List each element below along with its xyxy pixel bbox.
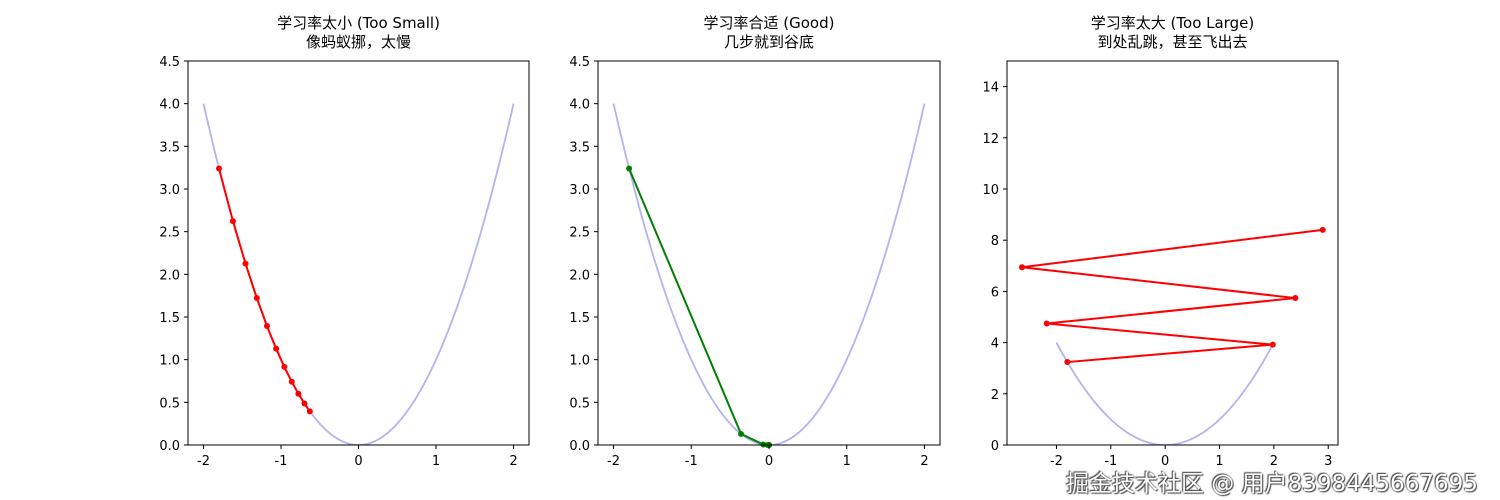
descent-point [229, 218, 236, 225]
y-tick-label: 1.0 [569, 354, 590, 369]
descent-point [242, 260, 249, 267]
y-tick-label: 4.5 [159, 55, 180, 70]
y-tick-label: 4.0 [569, 98, 590, 113]
loss-curve [1055, 342, 1275, 445]
axes-frame [597, 60, 941, 446]
x-tick-label: 0 [765, 454, 773, 469]
y-tick-label: 2.5 [159, 226, 180, 241]
x-tick-label: 1 [1215, 454, 1223, 469]
y-tick-label: 2.0 [569, 268, 590, 283]
x-tick-label: 1 [432, 454, 440, 469]
y-tick-label: 0.0 [159, 439, 180, 454]
descent-path-line [1021, 228, 1323, 364]
descent-point [1018, 264, 1025, 271]
x-tick-label: 2 [509, 454, 517, 469]
x-tick-label: -2 [1050, 454, 1063, 469]
x-tick-label: 1 [843, 454, 851, 469]
chart-title: 学习率太大 (Too Large) [1091, 14, 1254, 32]
y-tick-label: 10 [982, 183, 999, 198]
y-tick-label: 4.5 [569, 55, 590, 70]
descent-point [301, 400, 308, 407]
descent-point [1043, 320, 1050, 327]
watermark: 掘金技术社区 @ 用户8398445667695 [1066, 471, 1478, 497]
y-tick-label: 1.0 [159, 354, 180, 369]
x-tick-label: 0 [1161, 454, 1169, 469]
chart-subtitle: 到处乱跳，甚至飞出去 [1097, 33, 1247, 51]
y-tick-label: 1.5 [159, 311, 180, 326]
chart-title: 学习率合适 (Good) [704, 14, 835, 32]
x-tick-label: -2 [197, 454, 210, 469]
axes-frame [187, 60, 530, 446]
chart-subtitle: 像蚂蚁挪，太慢 [306, 33, 411, 51]
descent-point [295, 390, 302, 397]
descent-path-line [628, 168, 769, 446]
y-tick-label: 12 [982, 132, 999, 147]
x-tick-label: 2 [1270, 454, 1278, 469]
descent-point [1064, 359, 1071, 366]
subplot-2: 学习率合适 (Good)几步就到谷底 -2 -1 0 1 2 0.0 0.5 1.0 1.5 2.0… [569, 14, 941, 469]
x-tick-label: 0 [354, 454, 362, 469]
y-tick-label: 4 [991, 337, 999, 352]
y-tick-label: 3.0 [569, 183, 590, 198]
x-tick-label: -1 [1104, 454, 1117, 469]
y-tick-label: 0.0 [569, 439, 590, 454]
subplot-1: 学习率太小 (Too Small)像蚂蚁挪，太慢 -2 -1 0 1 2 0.0 0.5 1.0… [159, 14, 530, 469]
y-tick-label: 0 [991, 439, 999, 454]
y-tick-label: 14 [982, 81, 999, 96]
y-tick-label: 4.0 [159, 98, 180, 113]
x-tick-label: 2 [920, 454, 928, 469]
descent-point [1319, 226, 1326, 233]
descent-point [288, 378, 295, 385]
y-tick-label: 1.5 [569, 311, 590, 326]
descent-point [626, 165, 633, 172]
loss-curve [612, 103, 926, 445]
y-tick-label: 0.5 [159, 396, 180, 411]
y-tick-label: 0.5 [569, 396, 590, 411]
y-tick-label: 2.5 [569, 226, 590, 241]
chart-subtitle: 几步就到谷底 [724, 33, 814, 51]
descent-point [738, 430, 745, 437]
y-tick-label: 3.5 [569, 140, 590, 155]
descent-point [263, 322, 270, 329]
descent-point [216, 165, 222, 172]
y-tick-label: 8 [991, 234, 999, 249]
y-tick-label: 3.5 [159, 140, 180, 155]
x-tick-label: -1 [685, 454, 698, 469]
descent-point [1269, 341, 1276, 348]
descent-point [1292, 295, 1299, 302]
chart-title: 学习率太小 (Too Small) [277, 14, 440, 32]
y-tick-label: 2.0 [159, 268, 180, 283]
descent-point [306, 408, 313, 415]
descent-point [281, 363, 288, 370]
y-tick-label: 2 [991, 388, 999, 403]
descent-point [273, 345, 280, 352]
x-tick-label: 3 [1324, 454, 1332, 469]
x-tick-label: -2 [607, 454, 620, 469]
descent-point [253, 295, 260, 302]
descent-path-line [218, 168, 311, 412]
subplot-3: 学习率太大 (Too Large)到处乱跳，甚至飞出去-2 -1 0 1 2 302468… [982, 14, 1339, 469]
y-tick-label: 3.0 [159, 183, 180, 198]
y-tick-label: 6 [991, 285, 999, 300]
x-tick-label: -1 [275, 454, 288, 469]
axes-frame [1006, 60, 1339, 446]
